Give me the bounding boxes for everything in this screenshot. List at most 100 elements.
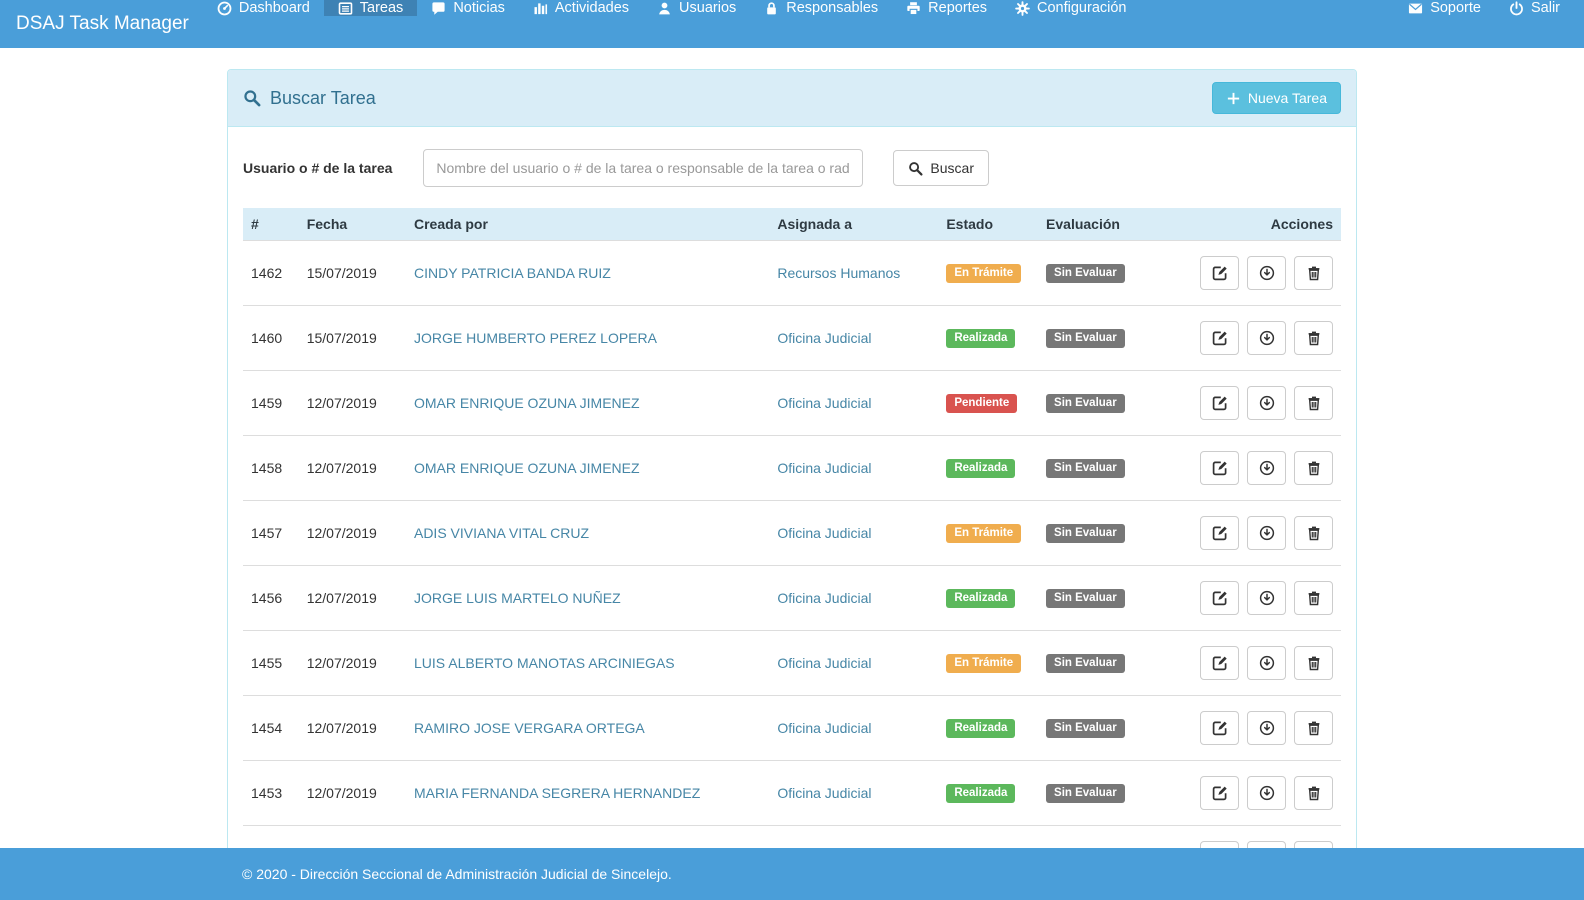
delete-task-button[interactable] [1294,256,1333,290]
delete-task-button[interactable] [1294,386,1333,420]
created-by-link[interactable]: LUIS ALBERTO MANOTAS ARCINIEGAS [414,655,675,671]
task-date: 12/07/2019 [299,566,406,631]
app-brand[interactable]: DSAJ Task Manager [0,0,203,48]
edit-icon [1212,460,1228,476]
delete-task-button[interactable] [1294,516,1333,550]
power-icon [1509,1,1524,16]
download-icon [1259,395,1275,411]
download-icon [1259,720,1275,736]
task-id: 1452 [243,826,299,849]
main-content: Buscar Tarea Nueva Tarea Usuario o # de … [0,48,1584,848]
trash-icon [1306,785,1322,801]
delete-task-button[interactable] [1294,451,1333,485]
task-id: 1460 [243,306,299,371]
edit-task-button[interactable] [1200,386,1239,420]
delete-task-button[interactable] [1294,321,1333,355]
download-icon [1259,330,1275,346]
task-id: 1456 [243,566,299,631]
nav-salir[interactable]: Salir [1495,0,1574,16]
nav-dashboard[interactable]: Dashboard [203,0,324,16]
table-row: 1460 15/07/2019 JORGE HUMBERTO PEREZ LOP… [243,306,1341,371]
status-badge: En Trámite [946,654,1021,673]
created-by-link[interactable]: JORGE LUIS MARTELO NUÑEZ [414,590,621,606]
created-by-link[interactable]: MARIA FERNANDA SEGRERA HERNANDEZ [414,785,700,801]
nav-reportes[interactable]: Reportes [892,0,1001,16]
edit-task-button[interactable] [1200,581,1239,615]
delete-task-button[interactable] [1294,581,1333,615]
nav-noticias[interactable]: Noticias [417,0,519,16]
delete-task-button[interactable] [1294,776,1333,810]
new-task-button[interactable]: Nueva Tarea [1212,82,1341,114]
search-button[interactable]: Buscar [893,150,989,186]
nav-label: Usuarios [679,0,736,16]
trash-icon [1306,330,1322,346]
download-task-button[interactable] [1247,841,1286,848]
trash-icon [1306,720,1322,736]
download-icon [1259,265,1275,281]
edit-task-button[interactable] [1200,321,1239,355]
nav-label: Salir [1531,0,1560,16]
trash-icon [1306,460,1322,476]
edit-task-button[interactable] [1200,451,1239,485]
download-task-button[interactable] [1247,516,1286,550]
nav-usuarios[interactable]: Usuarios [643,0,750,16]
table-row: 1455 12/07/2019 LUIS ALBERTO MANOTAS ARC… [243,631,1341,696]
search-input[interactable] [423,149,863,187]
nav-configuracion[interactable]: Configuración [1001,0,1140,16]
nav-responsables[interactable]: Responsables [750,0,892,16]
created-by-link[interactable]: RAMIRO JOSE VERGARA ORTEGA [414,720,645,736]
assigned-to-link[interactable]: Oficina Judicial [777,655,871,671]
evaluation-badge: Sin Evaluar [1046,459,1125,478]
edit-task-button[interactable] [1200,646,1239,680]
download-task-button[interactable] [1247,386,1286,420]
created-by-link[interactable]: CINDY PATRICIA BANDA RUIZ [414,265,611,281]
download-task-button[interactable] [1247,776,1286,810]
download-task-button[interactable] [1247,321,1286,355]
nav-tareas[interactable]: Tareas [324,0,418,16]
download-task-button[interactable] [1247,711,1286,745]
assigned-to-link[interactable]: Oficina Judicial [777,720,871,736]
delete-task-button[interactable] [1294,841,1333,848]
status-badge: Realizada [946,459,1015,478]
header-id: # [243,208,299,241]
edit-task-button[interactable] [1200,256,1239,290]
nav-label: Soporte [1430,0,1481,16]
nav-soporte[interactable]: Soporte [1394,0,1495,16]
download-icon [1259,460,1275,476]
header-asignada-a: Asignada a [769,208,938,241]
assigned-to-link[interactable]: Oficina Judicial [777,395,871,411]
download-icon [1259,785,1275,801]
assigned-to-link[interactable]: Oficina Judicial [777,785,871,801]
edit-task-button[interactable] [1200,711,1239,745]
download-task-button[interactable] [1247,646,1286,680]
delete-task-button[interactable] [1294,646,1333,680]
edit-icon [1212,395,1228,411]
assigned-to-link[interactable]: Oficina Judicial [777,460,871,476]
assigned-to-link[interactable]: Oficina Judicial [777,590,871,606]
status-badge: Pendiente [946,394,1017,413]
task-date: 12/07/2019 [299,436,406,501]
edit-task-button[interactable] [1200,516,1239,550]
created-by-link[interactable]: OMAR ENRIQUE OZUNA JIMENEZ [414,460,640,476]
table-row: 1454 12/07/2019 RAMIRO JOSE VERGARA ORTE… [243,696,1341,761]
assigned-to-link[interactable]: Recursos Humanos [777,265,900,281]
download-task-button[interactable] [1247,256,1286,290]
evaluation-badge: Sin Evaluar [1046,394,1125,413]
created-by-link[interactable]: JORGE HUMBERTO PEREZ LOPERA [414,330,657,346]
download-task-button[interactable] [1247,581,1286,615]
trash-icon [1306,655,1322,671]
edit-task-button[interactable] [1200,841,1239,848]
assigned-to-link[interactable]: Oficina Judicial [777,525,871,541]
task-table-body: 1462 15/07/2019 CINDY PATRICIA BANDA RUI… [243,241,1341,849]
assigned-to-link[interactable]: Oficina Judicial [777,330,871,346]
created-by-link[interactable]: OMAR ENRIQUE OZUNA JIMENEZ [414,395,640,411]
download-task-button[interactable] [1247,451,1286,485]
nav-actividades[interactable]: Actividades [519,0,643,16]
table-row: 1453 12/07/2019 MARIA FERNANDA SEGRERA H… [243,761,1341,826]
panel-title-text: Buscar Tarea [270,88,376,109]
header-evaluacion: Evaluación [1038,208,1188,241]
created-by-link[interactable]: ADIS VIVIANA VITAL CRUZ [414,525,589,541]
delete-task-button[interactable] [1294,711,1333,745]
nav-label: Responsables [786,0,878,16]
edit-task-button[interactable] [1200,776,1239,810]
